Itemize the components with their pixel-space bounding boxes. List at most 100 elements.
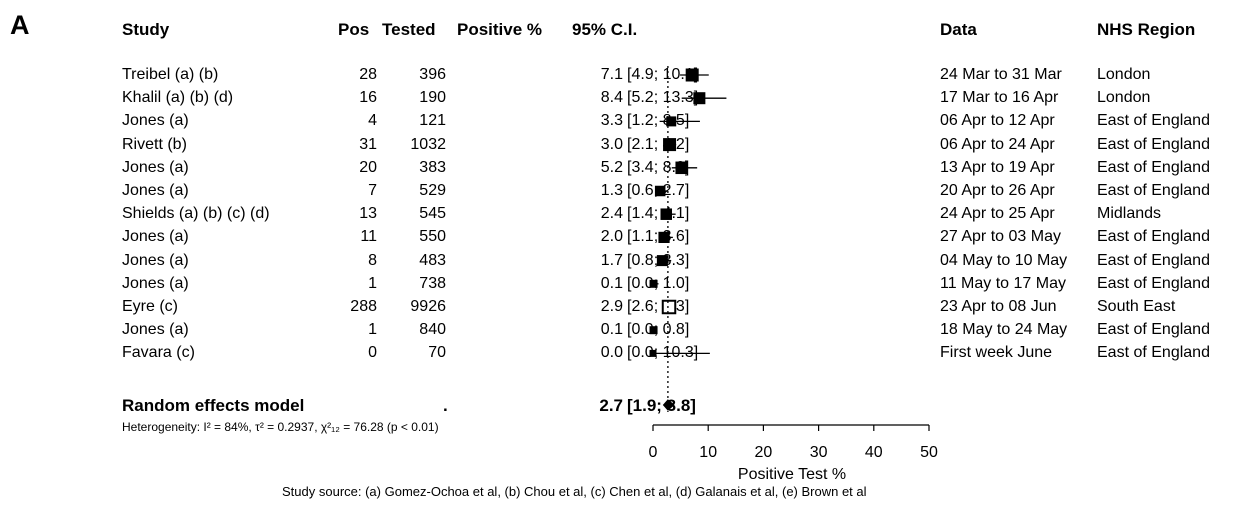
cell-tested: 738 bbox=[419, 274, 446, 292]
cell-ci: [4.9; 10.1] bbox=[627, 66, 699, 83]
cell-ci: [5.2; 13.3] bbox=[627, 89, 699, 107]
cell-region: East of England bbox=[1097, 274, 1210, 292]
cell-pct: 8.4 bbox=[600, 89, 623, 107]
table-row: Favara (c) 0 70 0.0 [0.0; 10.3] First week Ju… bbox=[0, 344, 1248, 367]
cell-pos: 20 bbox=[359, 158, 377, 176]
cell-study: Jones (a) bbox=[122, 112, 189, 130]
cell-pct: 0.1 bbox=[600, 274, 623, 292]
study-estimate-square bbox=[663, 138, 677, 152]
study-estimate-square bbox=[675, 161, 688, 175]
cell-ci: [0.0; 0.8] bbox=[627, 321, 690, 339]
study-estimate-square bbox=[685, 68, 699, 82]
cell-region: East of England bbox=[1097, 158, 1210, 176]
cell-pct: 3.0 bbox=[600, 135, 623, 153]
summary-ci: [1.9; 3.8] bbox=[627, 396, 696, 415]
header-ci: 95% C.I. bbox=[572, 20, 638, 39]
cell-pct: 2.0 bbox=[600, 228, 623, 246]
study-estimate-square bbox=[656, 255, 668, 267]
summary-label: Random effects model bbox=[122, 396, 305, 415]
header-region: NHS Region bbox=[1097, 20, 1196, 39]
cell-study: Rivett (b) bbox=[122, 135, 187, 153]
table-row: Jones (a) 11 550 2.0 [1.1; 3.6] 27 Apr to 03 … bbox=[0, 228, 1248, 251]
cell-tested: 190 bbox=[419, 89, 446, 107]
cell-region: East of England bbox=[1097, 251, 1210, 269]
cell-pos: 16 bbox=[359, 89, 377, 107]
x-tick-label: 40 bbox=[865, 444, 883, 461]
cell-study: Eyre (c) bbox=[122, 298, 178, 315]
cell-region: Midlands bbox=[1097, 205, 1162, 223]
study-source-text: Study source: (a) Gomez-Ochoa et al, (b)… bbox=[282, 484, 867, 499]
cell-ci: [1.4; 4.1] bbox=[627, 205, 690, 223]
cell-pos: 28 bbox=[359, 66, 377, 83]
cell-tested: 121 bbox=[419, 112, 446, 130]
cell-tested: 383 bbox=[419, 158, 446, 176]
cell-pos: 1 bbox=[368, 274, 377, 292]
cell-date: 24 Mar to 31 Mar bbox=[940, 66, 1062, 83]
cell-region: East of England bbox=[1097, 112, 1210, 130]
cell-tested: 1032 bbox=[410, 135, 446, 153]
cell-tested: 840 bbox=[419, 321, 446, 339]
study-estimate-square bbox=[660, 208, 672, 220]
header-pos: Pos bbox=[338, 20, 370, 39]
cell-study: Jones (a) bbox=[122, 274, 189, 292]
cell-region: South East bbox=[1097, 298, 1176, 315]
cell-ci: [3.4; 8.0] bbox=[627, 158, 690, 176]
cell-pos: 7 bbox=[368, 182, 377, 199]
cell-tested: 396 bbox=[419, 66, 446, 83]
x-tick-label: 30 bbox=[810, 444, 828, 461]
table-row: Rivett (b) 31 1032 3.0 [2.1; 4.2] 06 Apr to 2… bbox=[0, 136, 1248, 159]
cell-date: 06 Apr to 12 Apr bbox=[940, 112, 1055, 130]
cell-tested: 9926 bbox=[410, 298, 446, 315]
cell-pct: 5.2 bbox=[600, 158, 623, 176]
cell-pos: 13 bbox=[359, 205, 377, 223]
cell-region: East of England bbox=[1097, 135, 1210, 153]
study-estimate-square bbox=[649, 326, 658, 335]
cell-study: Jones (a) bbox=[122, 228, 189, 246]
heterogeneity-text: Heterogeneity: I² = 84%, τ² = 0.2937, χ²… bbox=[122, 420, 439, 434]
cell-study: Jones (a) bbox=[122, 321, 189, 339]
cell-study: Shields (a) (b) (c) (d) bbox=[122, 205, 270, 223]
cell-pos: 0 bbox=[368, 344, 377, 362]
cell-date: First week June bbox=[940, 344, 1053, 362]
cell-pos: 31 bbox=[359, 135, 377, 153]
cell-date: 17 Mar to 16 Apr bbox=[940, 89, 1059, 107]
cell-study: Jones (a) bbox=[122, 182, 189, 199]
cell-study: Jones (a) bbox=[122, 251, 189, 269]
cell-pos: 288 bbox=[350, 298, 377, 315]
study-estimate-square bbox=[654, 185, 666, 197]
study-estimate-square bbox=[649, 279, 658, 288]
cell-date: 23 Apr to 08 Jun bbox=[940, 298, 1057, 315]
cell-pct: 1.7 bbox=[600, 251, 623, 269]
study-estimate-square bbox=[649, 349, 657, 357]
table-row: Treibel (a) (b) 28 396 7.1 [4.9; 10.1] 24 Mar… bbox=[0, 66, 1248, 89]
cell-pos: 1 bbox=[368, 321, 377, 339]
cell-study: Favara (c) bbox=[122, 344, 195, 362]
cell-region: East of England bbox=[1097, 321, 1210, 339]
cell-region: London bbox=[1097, 89, 1151, 107]
x-axis-label: Positive Test % bbox=[737, 466, 847, 483]
cell-pct: 3.3 bbox=[600, 112, 623, 130]
cell-date: 11 May to 17 May bbox=[940, 274, 1066, 292]
cell-date: 06 Apr to 24 Apr bbox=[940, 135, 1055, 153]
table-row: Jones (a) 1 738 0.1 [0.0; 1.0] 11 May to 17 M… bbox=[0, 275, 1248, 298]
header-data: Data bbox=[940, 20, 977, 39]
table-row: Jones (a) 1 840 0.1 [0.0; 0.8] 18 May to 24 M… bbox=[0, 321, 1248, 344]
cell-date: 13 Apr to 19 Apr bbox=[940, 158, 1055, 176]
cell-date: 27 Apr to 03 May bbox=[940, 228, 1061, 246]
cell-study: Jones (a) bbox=[122, 158, 189, 176]
x-tick-label: 0 bbox=[649, 444, 658, 461]
table-row: Khalil (a) (b) (d) 16 190 8.4 [5.2; 13.3] 17 … bbox=[0, 89, 1248, 112]
table-row: Jones (a) 4 121 3.3 [1.2; 8.5] 06 Apr to 12 A… bbox=[0, 112, 1248, 135]
cell-tested: 550 bbox=[419, 228, 446, 246]
cell-pos: 11 bbox=[360, 228, 377, 246]
x-tick-label: 50 bbox=[920, 444, 938, 461]
cell-tested: 529 bbox=[419, 182, 446, 199]
cell-study: Khalil (a) (b) (d) bbox=[122, 89, 234, 107]
cell-date: 20 Apr to 26 Apr bbox=[940, 182, 1055, 199]
summary-diamond bbox=[662, 399, 675, 411]
cell-pct: 2.9 bbox=[600, 298, 623, 315]
summary-pct: 2.7 bbox=[599, 396, 623, 415]
study-estimate-square bbox=[693, 92, 706, 105]
cell-tested: 483 bbox=[419, 251, 446, 269]
